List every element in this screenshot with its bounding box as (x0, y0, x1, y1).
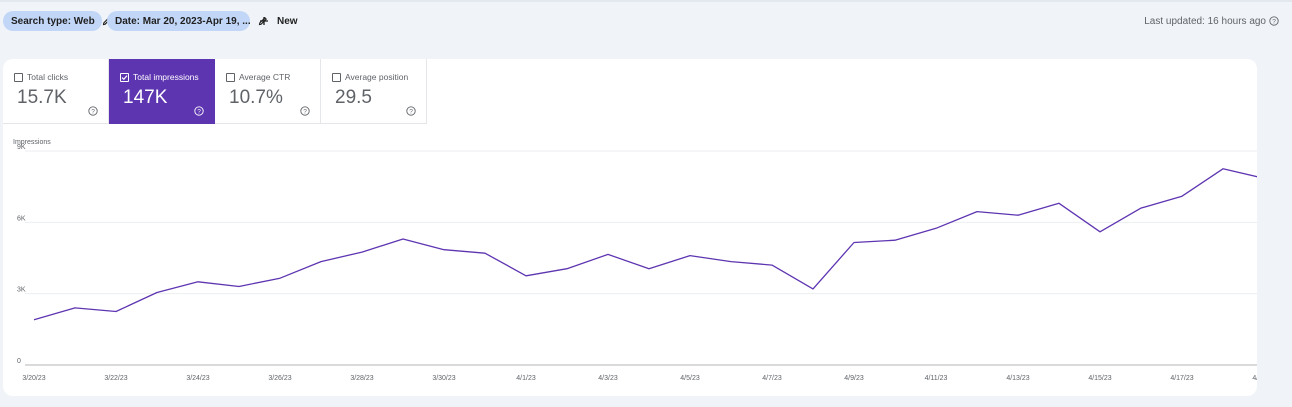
checkbox-icon[interactable] (14, 72, 23, 82)
help-icon[interactable]: ? (88, 106, 98, 116)
new-filter-label: New (277, 15, 298, 27)
svg-text:?: ? (91, 108, 95, 115)
metric-value: 29.5 (335, 87, 372, 108)
svg-text:?: ? (197, 108, 201, 115)
last-updated: Last updated: 16 hours ago ? (1144, 11, 1279, 31)
metric-value: 147K (123, 87, 168, 108)
x-tick-label: 3/30/23 (432, 375, 455, 382)
metric-header: Total impressions (120, 72, 199, 82)
impressions-line-chart: Impressions 0 3K 6K 9K 3/20/23 3/22/23 3/24/23 3… (13, 139, 1257, 382)
top-divider (0, 0, 1292, 2)
y-tick-label: 6K (17, 215, 26, 222)
x-tick-label: 3/24/23 (186, 375, 209, 382)
help-icon[interactable]: ? (300, 106, 310, 116)
checkbox-checked-icon[interactable] (120, 72, 129, 82)
metric-label: Average CTR (239, 72, 291, 82)
y-axis-title: Impressions (13, 139, 51, 146)
metric-label: Average position (345, 72, 409, 82)
metric-header: Average position (332, 72, 408, 82)
checkbox-icon[interactable] (226, 72, 235, 82)
x-tick-label: 4/13/23 (1006, 375, 1029, 382)
date-filter-label: Date: Mar 20, 2023-Apr 19, ... (115, 15, 251, 27)
search-type-filter-chip[interactable]: Search type: Web (3, 11, 111, 31)
x-tick-label: 4/15/23 (1088, 375, 1111, 382)
metric-header: Total clicks (14, 72, 68, 82)
checkbox-icon[interactable] (332, 72, 341, 82)
y-tick-label: 0 (17, 358, 21, 365)
x-tick-label: 3/22/23 (104, 375, 127, 382)
performance-card: Impressions 0 3K 6K 9K 3/20/23 3/22/23 3/24/23 3… (3, 59, 1257, 396)
x-tick-label: 4/17/23 (1170, 375, 1193, 382)
metric-tile-average-ctr[interactable]: Average CTR 10.7% ? (215, 59, 321, 124)
x-tick-label: 4/7/23 (762, 375, 782, 382)
help-icon[interactable]: ? (194, 106, 204, 116)
plus-icon (259, 16, 269, 26)
search-type-filter-label: Search type: Web (11, 15, 95, 27)
help-icon[interactable]: ? (406, 106, 416, 116)
svg-text:?: ? (1272, 18, 1276, 25)
x-tick-label: 4/3/23 (598, 375, 618, 382)
x-tick-label: 4/19/23 (1252, 375, 1257, 382)
x-tick-label: 3/26/23 (268, 375, 291, 382)
metric-tile-total-clicks[interactable]: Total clicks 15.7K ? (3, 59, 109, 124)
impressions-series-line (33, 168, 1257, 321)
x-tick-label: 4/1/23 (516, 375, 536, 382)
x-tick-label: 4/5/23 (680, 375, 700, 382)
help-icon[interactable]: ? (1269, 16, 1279, 26)
metric-tile-average-position[interactable]: Average position 29.5 ? (321, 59, 427, 124)
new-filter-button[interactable]: New (259, 11, 298, 31)
y-tick-label: 3K (17, 287, 26, 294)
edit-pencil-icon[interactable] (258, 16, 268, 26)
svg-text:?: ? (409, 108, 413, 115)
metric-value: 15.7K (17, 87, 67, 108)
metric-value: 10.7% (229, 87, 283, 108)
x-tick-label: 3/28/23 (350, 375, 373, 382)
metric-tile-total-impressions[interactable]: Total impressions 147K ? (109, 59, 215, 124)
x-tick-label: 4/9/23 (844, 375, 864, 382)
svg-text:?: ? (303, 108, 307, 115)
metric-header: Average CTR (226, 72, 290, 82)
filter-bar: Search type: Web Date: Mar 20, 2023-Apr … (0, 11, 1292, 33)
last-updated-text: Last updated: 16 hours ago (1144, 15, 1266, 27)
y-tick-label: 9K (17, 144, 26, 151)
x-tick-label: 3/20/23 (22, 375, 45, 382)
date-filter-chip[interactable]: Date: Mar 20, 2023-Apr 19, ... (107, 11, 267, 31)
metric-label: Total impressions (133, 72, 199, 82)
x-tick-label: 4/11/23 (925, 375, 948, 382)
metric-label: Total clicks (27, 72, 69, 82)
